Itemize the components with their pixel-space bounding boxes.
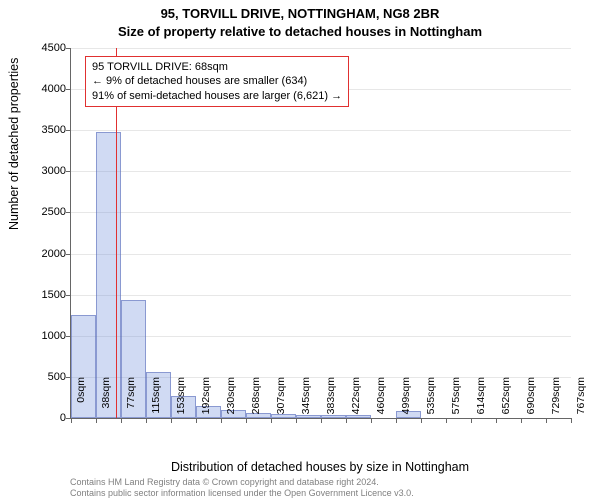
x-tick-mark — [421, 418, 422, 423]
x-tick-mark — [446, 418, 447, 423]
gridline — [71, 130, 571, 131]
x-tick-mark — [246, 418, 247, 423]
footer-attribution: Contains HM Land Registry data © Crown c… — [70, 477, 414, 498]
x-axis-label: Distribution of detached houses by size … — [70, 460, 570, 474]
y-tick-label: 3500 — [16, 124, 66, 136]
x-tick-mark — [321, 418, 322, 423]
chart-title-line2: Size of property relative to detached ho… — [0, 24, 600, 39]
y-tick-label: 4500 — [16, 42, 66, 54]
x-tick-mark — [121, 418, 122, 423]
x-tick-mark — [471, 418, 472, 423]
x-tick-mark — [346, 418, 347, 423]
y-tick-mark — [66, 295, 71, 296]
footer-line-1: Contains HM Land Registry data © Crown c… — [70, 477, 414, 487]
x-tick-mark — [296, 418, 297, 423]
gridline — [71, 295, 571, 296]
x-tick-mark — [221, 418, 222, 423]
y-tick-label: 2500 — [16, 206, 66, 218]
x-tick-label: 115sqm — [150, 377, 162, 422]
y-tick-label: 1000 — [16, 330, 66, 342]
legend-box: 95 TORVILL DRIVE: 68sqm ← 9% of detached… — [85, 56, 349, 107]
legend-line-2: ← 9% of detached houses are smaller (634… — [92, 74, 342, 88]
y-tick-label: 1500 — [16, 289, 66, 301]
legend-line-3: 91% of semi-detached houses are larger (… — [92, 89, 342, 103]
x-tick-mark — [171, 418, 172, 423]
x-tick-mark — [546, 418, 547, 423]
legend-line-1: 95 TORVILL DRIVE: 68sqm — [92, 60, 342, 74]
x-tick-label: 268sqm — [250, 377, 262, 422]
x-tick-mark — [496, 418, 497, 423]
x-tick-mark — [71, 418, 72, 423]
x-tick-mark — [371, 418, 372, 423]
x-tick-label: 575sqm — [450, 377, 462, 422]
x-tick-label: 230sqm — [225, 377, 237, 422]
x-tick-label: 153sqm — [175, 377, 187, 422]
x-tick-label: 614sqm — [475, 377, 487, 422]
y-tick-mark — [66, 48, 71, 49]
x-tick-label: 192sqm — [200, 377, 212, 422]
x-tick-label: 767sqm — [575, 377, 587, 422]
footer-line-2: Contains public sector information licen… — [70, 488, 414, 498]
x-tick-label: 307sqm — [275, 377, 287, 422]
x-tick-mark — [96, 418, 97, 423]
x-tick-mark — [146, 418, 147, 423]
y-tick-mark — [66, 130, 71, 131]
y-tick-mark — [66, 171, 71, 172]
gridline — [71, 212, 571, 213]
x-tick-label: 499sqm — [400, 377, 412, 422]
gridline — [71, 171, 571, 172]
histogram-bar — [96, 132, 121, 418]
y-tick-label: 500 — [16, 371, 66, 383]
x-tick-label: 460sqm — [375, 377, 387, 422]
x-tick-mark — [521, 418, 522, 423]
x-tick-label: 690sqm — [525, 377, 537, 422]
x-tick-label: 345sqm — [300, 377, 312, 422]
x-tick-mark — [571, 418, 572, 423]
y-tick-label: 4000 — [16, 83, 66, 95]
gridline — [71, 48, 571, 49]
gridline — [71, 336, 571, 337]
y-tick-label: 2000 — [16, 248, 66, 260]
x-tick-label: 77sqm — [125, 377, 137, 422]
y-tick-label: 3000 — [16, 165, 66, 177]
y-tick-mark — [66, 254, 71, 255]
x-tick-mark — [396, 418, 397, 423]
chart-container: 95, TORVILL DRIVE, NOTTINGHAM, NG8 2BR S… — [0, 0, 600, 500]
x-tick-label: 729sqm — [550, 377, 562, 422]
y-tick-label: 0 — [16, 412, 66, 424]
x-tick-label: 422sqm — [350, 377, 362, 422]
x-tick-label: 0sqm — [75, 377, 87, 422]
x-tick-label: 38sqm — [100, 377, 112, 422]
gridline — [71, 254, 571, 255]
y-tick-mark — [66, 212, 71, 213]
x-tick-label: 383sqm — [325, 377, 337, 422]
chart-title-line1: 95, TORVILL DRIVE, NOTTINGHAM, NG8 2BR — [0, 6, 600, 21]
x-tick-label: 652sqm — [500, 377, 512, 422]
x-tick-mark — [271, 418, 272, 423]
x-tick-label: 535sqm — [425, 377, 437, 422]
y-tick-mark — [66, 89, 71, 90]
x-tick-mark — [196, 418, 197, 423]
